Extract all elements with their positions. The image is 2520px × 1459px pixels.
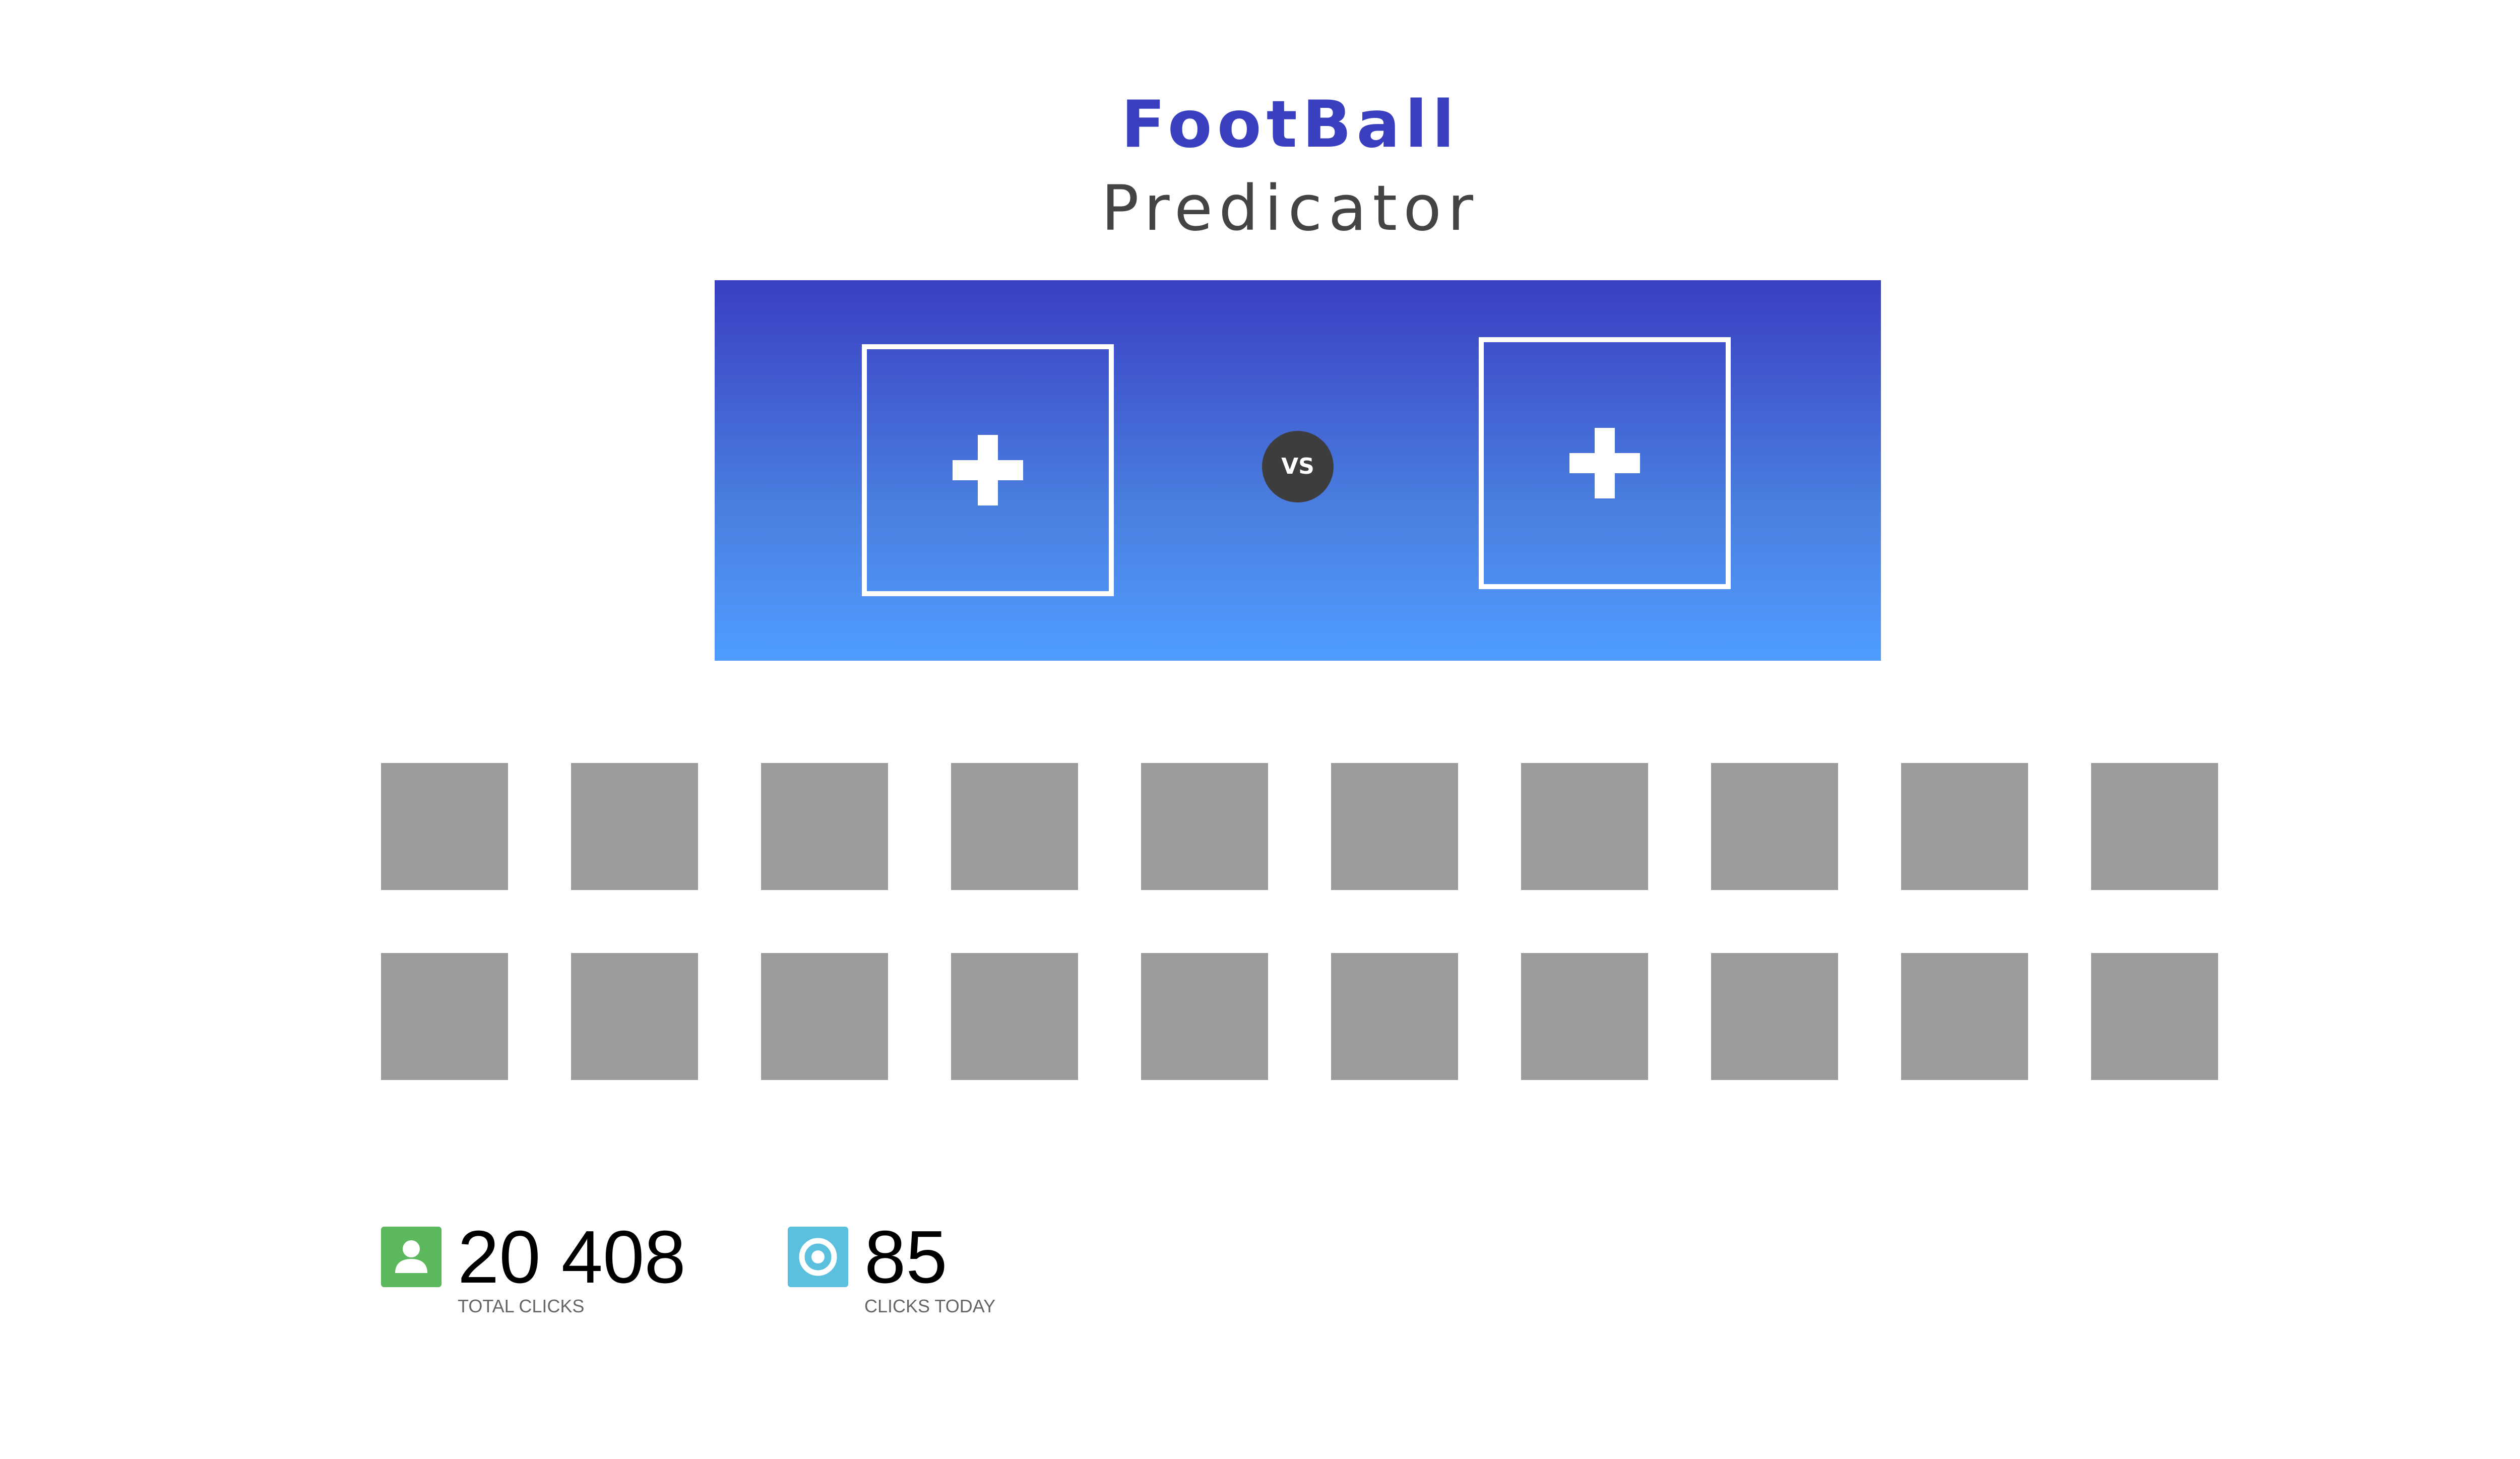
team-grid	[381, 763, 2222, 1080]
team-tile[interactable]	[381, 953, 508, 1080]
team-tile[interactable]	[1521, 763, 1648, 890]
team-slot-left[interactable]	[862, 344, 1114, 596]
team-tile[interactable]	[1141, 953, 1268, 1080]
team-tile[interactable]	[761, 763, 888, 890]
team-tile[interactable]	[1331, 763, 1458, 890]
team-tile[interactable]	[1331, 953, 1458, 1080]
total-clicks-value: 20 408	[458, 1216, 686, 1299]
team-tile[interactable]	[381, 763, 508, 890]
team-tile[interactable]	[951, 953, 1078, 1080]
matchup-banner: VS	[715, 280, 1881, 661]
team-tile[interactable]	[1141, 763, 1268, 890]
total-clicks-label: TOTAL CLICKS	[458, 1296, 585, 1316]
page-subtitle: Predicator	[1101, 172, 1479, 245]
clicks-today-value: 85	[864, 1216, 948, 1299]
team-tile[interactable]	[571, 953, 698, 1080]
team-tile[interactable]	[1901, 953, 2028, 1080]
clicks-today-label: CLICKS TODAY	[864, 1296, 996, 1316]
team-tile[interactable]	[1901, 763, 2028, 890]
target-icon	[788, 1227, 848, 1287]
page-title: FootBall	[1121, 87, 1460, 162]
team-tile[interactable]	[1521, 953, 1648, 1080]
team-slot-right[interactable]	[1479, 337, 1731, 589]
plus-icon	[953, 435, 1023, 505]
team-tile[interactable]	[761, 953, 888, 1080]
team-tile[interactable]	[571, 763, 698, 890]
team-tile[interactable]	[2091, 953, 2218, 1080]
team-tile[interactable]	[1711, 763, 1838, 890]
team-tile[interactable]	[1711, 953, 1838, 1080]
plus-icon	[1569, 428, 1640, 498]
vs-badge: VS	[1262, 431, 1334, 502]
team-tile[interactable]	[2091, 763, 2218, 890]
team-tile[interactable]	[951, 763, 1078, 890]
user-icon	[381, 1227, 442, 1287]
